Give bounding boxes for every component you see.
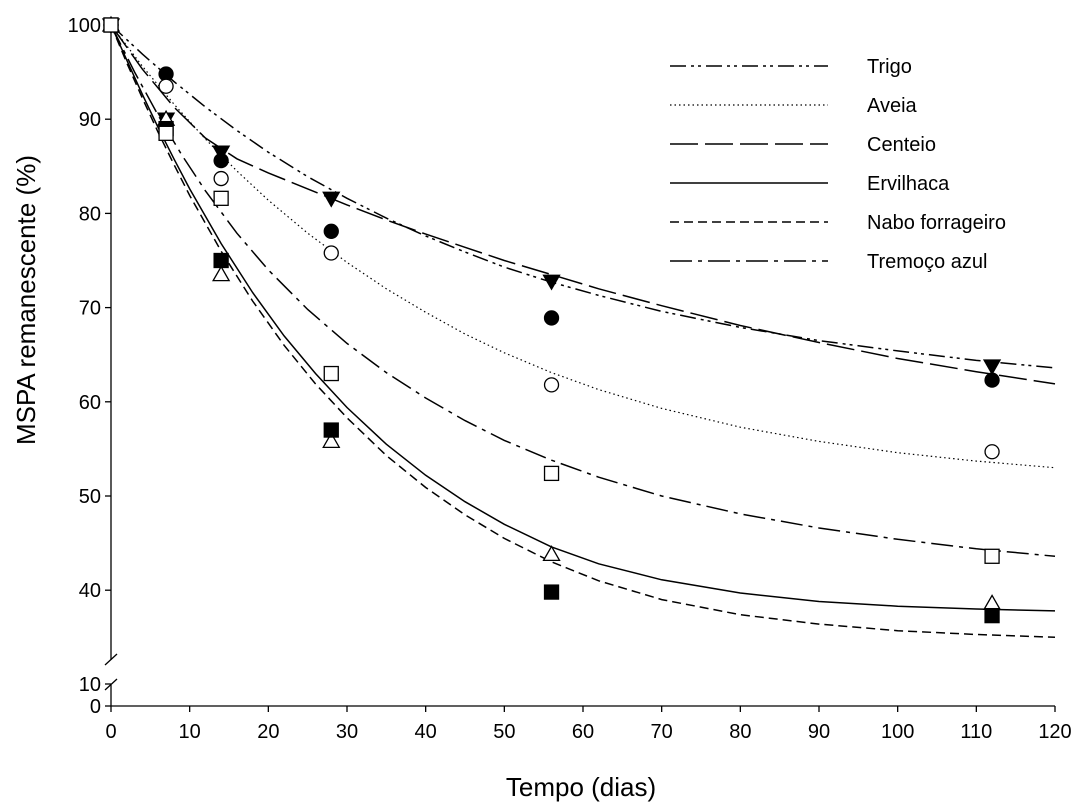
legend-label-ervilhaca: Ervilhaca bbox=[867, 173, 950, 195]
point-centeio bbox=[982, 359, 1002, 376]
curve-nabo-forrageiro bbox=[110, 24, 1056, 639]
point-centeio bbox=[322, 191, 341, 208]
y-tick-label: 80 bbox=[79, 203, 101, 225]
point-nabo-forrageiro bbox=[984, 607, 1000, 624]
y-tick-label: 70 bbox=[79, 298, 101, 320]
point-aveia bbox=[543, 377, 560, 393]
legend: Trigo Aveia Centeio Ervilhaca Nabo forrageir… bbox=[670, 56, 1006, 273]
y-axis-title: MSPA remanescente (%) bbox=[11, 155, 41, 445]
point-trigo bbox=[543, 310, 560, 326]
point-tremoco-azul bbox=[984, 548, 1000, 564]
point-aveia bbox=[323, 245, 339, 261]
point-trigo bbox=[323, 223, 339, 239]
point-ervilhaca bbox=[982, 594, 1002, 611]
x-tick-label: 70 bbox=[651, 721, 673, 743]
fitted-curves bbox=[110, 24, 1056, 639]
y-tick-label: 100 bbox=[68, 15, 101, 37]
y-tick-label: 10 bbox=[79, 674, 101, 696]
legend-label-aveia: Aveia bbox=[867, 95, 918, 117]
x-tick-label: 80 bbox=[729, 721, 751, 743]
y-tick-label: 50 bbox=[79, 486, 101, 508]
y-tick-label: 40 bbox=[79, 580, 101, 602]
x-tick-label: 120 bbox=[1038, 721, 1071, 743]
curve-centeio bbox=[110, 24, 1056, 385]
x-tick-label: 60 bbox=[572, 721, 594, 743]
point-ervilhaca bbox=[212, 265, 231, 282]
x-tick-label: 40 bbox=[415, 721, 437, 743]
legend-label-trigo: Trigo bbox=[867, 56, 912, 78]
curve-trigo bbox=[110, 24, 1056, 369]
point-tremoco-azul bbox=[103, 17, 119, 33]
point-tremoco-azul bbox=[323, 365, 339, 382]
axes: 0 10 20 30 40 50 60 70 80 90 100 110 120010405060708… bbox=[68, 15, 1072, 743]
point-nabo-forrageiro bbox=[543, 584, 560, 600]
point-centeio bbox=[542, 274, 561, 291]
point-aveia bbox=[158, 78, 174, 94]
y-tick-label: 90 bbox=[79, 109, 101, 131]
point-aveia bbox=[984, 444, 1000, 460]
point-nabo-forrageiro bbox=[213, 252, 229, 269]
point-aveia bbox=[213, 170, 229, 187]
x-tick-label: 0 bbox=[105, 721, 116, 743]
point-centeio bbox=[212, 145, 231, 162]
x-tick-label: 50 bbox=[493, 721, 515, 743]
point-nabo-forrageiro bbox=[323, 422, 339, 438]
point-ervilhaca bbox=[322, 432, 341, 449]
x-tick-label: 100 bbox=[881, 721, 914, 743]
x-tick-label: 30 bbox=[336, 721, 358, 743]
point-tremoco-azul bbox=[158, 125, 174, 141]
legend-label-tremoco-azul: Tremoço azul bbox=[867, 251, 987, 273]
x-tick-label: 110 bbox=[960, 721, 992, 743]
curve-aveia bbox=[110, 24, 1056, 469]
y-tick-label: 60 bbox=[79, 392, 101, 414]
curve-tremoco-azul bbox=[110, 24, 1056, 558]
x-axis-title: Tempo (dias) bbox=[506, 772, 656, 802]
curve-ervilhaca bbox=[110, 24, 1056, 612]
data-markers bbox=[101, 15, 1002, 624]
y-axis-break-mark bbox=[104, 653, 118, 666]
point-tremoco-azul bbox=[213, 190, 229, 206]
y-tick-label: 0 bbox=[90, 696, 101, 718]
point-ervilhaca bbox=[542, 545, 561, 562]
legend-label-nabo-forrageiro: Nabo forrageiro bbox=[867, 212, 1006, 234]
x-tick-label: 90 bbox=[808, 721, 830, 743]
x-tick-label: 10 bbox=[179, 721, 201, 743]
legend-label-centeio: Centeio bbox=[867, 134, 936, 156]
x-tick-label: 20 bbox=[257, 721, 279, 743]
point-tremoco-azul bbox=[543, 465, 560, 482]
